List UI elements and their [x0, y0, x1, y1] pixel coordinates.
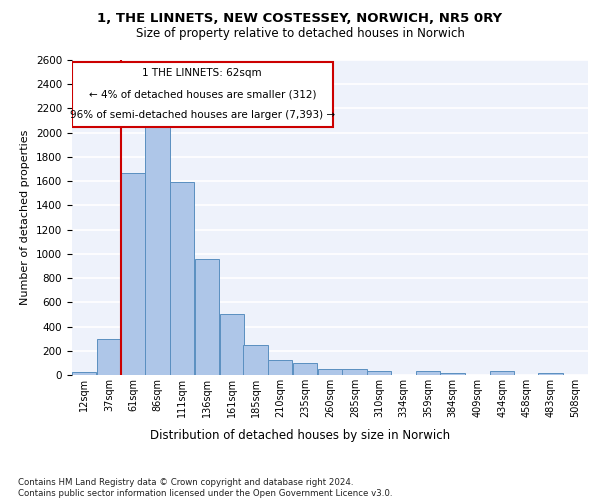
Text: Contains HM Land Registry data © Crown copyright and database right 2024.
Contai: Contains HM Land Registry data © Crown c…: [18, 478, 392, 498]
Bar: [72, 62, 332, 126]
Bar: [343, 369, 367, 375]
Bar: [293, 363, 317, 375]
Bar: [121, 172, 145, 375]
Y-axis label: Number of detached properties: Number of detached properties: [20, 130, 31, 305]
Bar: [367, 371, 391, 375]
Bar: [97, 338, 121, 375]
Bar: [220, 314, 244, 375]
Text: Distribution of detached houses by size in Norwich: Distribution of detached houses by size …: [150, 428, 450, 442]
Bar: [317, 369, 342, 375]
Bar: [490, 372, 514, 375]
Text: 1 THE LINNETS: 62sqm: 1 THE LINNETS: 62sqm: [142, 68, 262, 78]
Bar: [416, 371, 440, 375]
Bar: [538, 372, 563, 375]
Text: 96% of semi-detached houses are larger (7,393) →: 96% of semi-detached houses are larger (…: [70, 110, 335, 120]
Bar: [72, 372, 96, 375]
Text: Size of property relative to detached houses in Norwich: Size of property relative to detached ho…: [136, 28, 464, 40]
Bar: [244, 346, 268, 375]
Bar: [440, 372, 464, 375]
Bar: [170, 182, 194, 375]
Text: 1, THE LINNETS, NEW COSTESSEY, NORWICH, NR5 0RY: 1, THE LINNETS, NEW COSTESSEY, NORWICH, …: [97, 12, 503, 26]
Text: ← 4% of detached houses are smaller (312): ← 4% of detached houses are smaller (312…: [89, 89, 316, 99]
Bar: [268, 360, 292, 375]
Bar: [195, 258, 219, 375]
Bar: [145, 116, 170, 375]
